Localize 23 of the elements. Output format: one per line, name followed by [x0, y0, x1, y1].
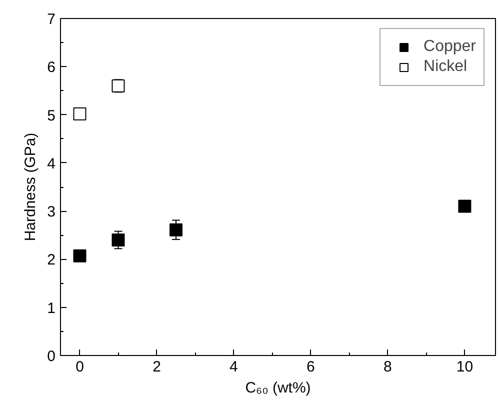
y-tick-label: 2: [47, 252, 56, 269]
x-tick-label: 10: [456, 358, 474, 376]
x-axis-title: C₆₀ (wt%): [245, 380, 311, 396]
y-axis-title: Hardness (GPa): [22, 132, 40, 242]
legend-label: Nickel: [424, 58, 468, 76]
point: [112, 233, 125, 246]
y-tick-label: 1: [47, 300, 56, 317]
y-tick-label: 0: [47, 348, 56, 365]
legend-label: Copper: [424, 38, 476, 56]
y-tick-label: 7: [47, 11, 56, 28]
x-tick-label: 8: [384, 358, 392, 376]
x-tick-label: 4: [230, 358, 238, 376]
y-tick-label: 3: [47, 204, 56, 221]
point: [73, 249, 86, 262]
x-tick-label: 2: [152, 358, 161, 376]
x-tick-label: 0: [76, 358, 84, 376]
point: [73, 107, 86, 120]
x-tick-label: 6: [306, 358, 315, 376]
y-tick-label: 6: [47, 59, 56, 76]
y-tick-label: 5: [47, 107, 56, 124]
point: [458, 200, 472, 213]
y-tick-label: 4: [47, 155, 56, 172]
point: [169, 223, 182, 236]
